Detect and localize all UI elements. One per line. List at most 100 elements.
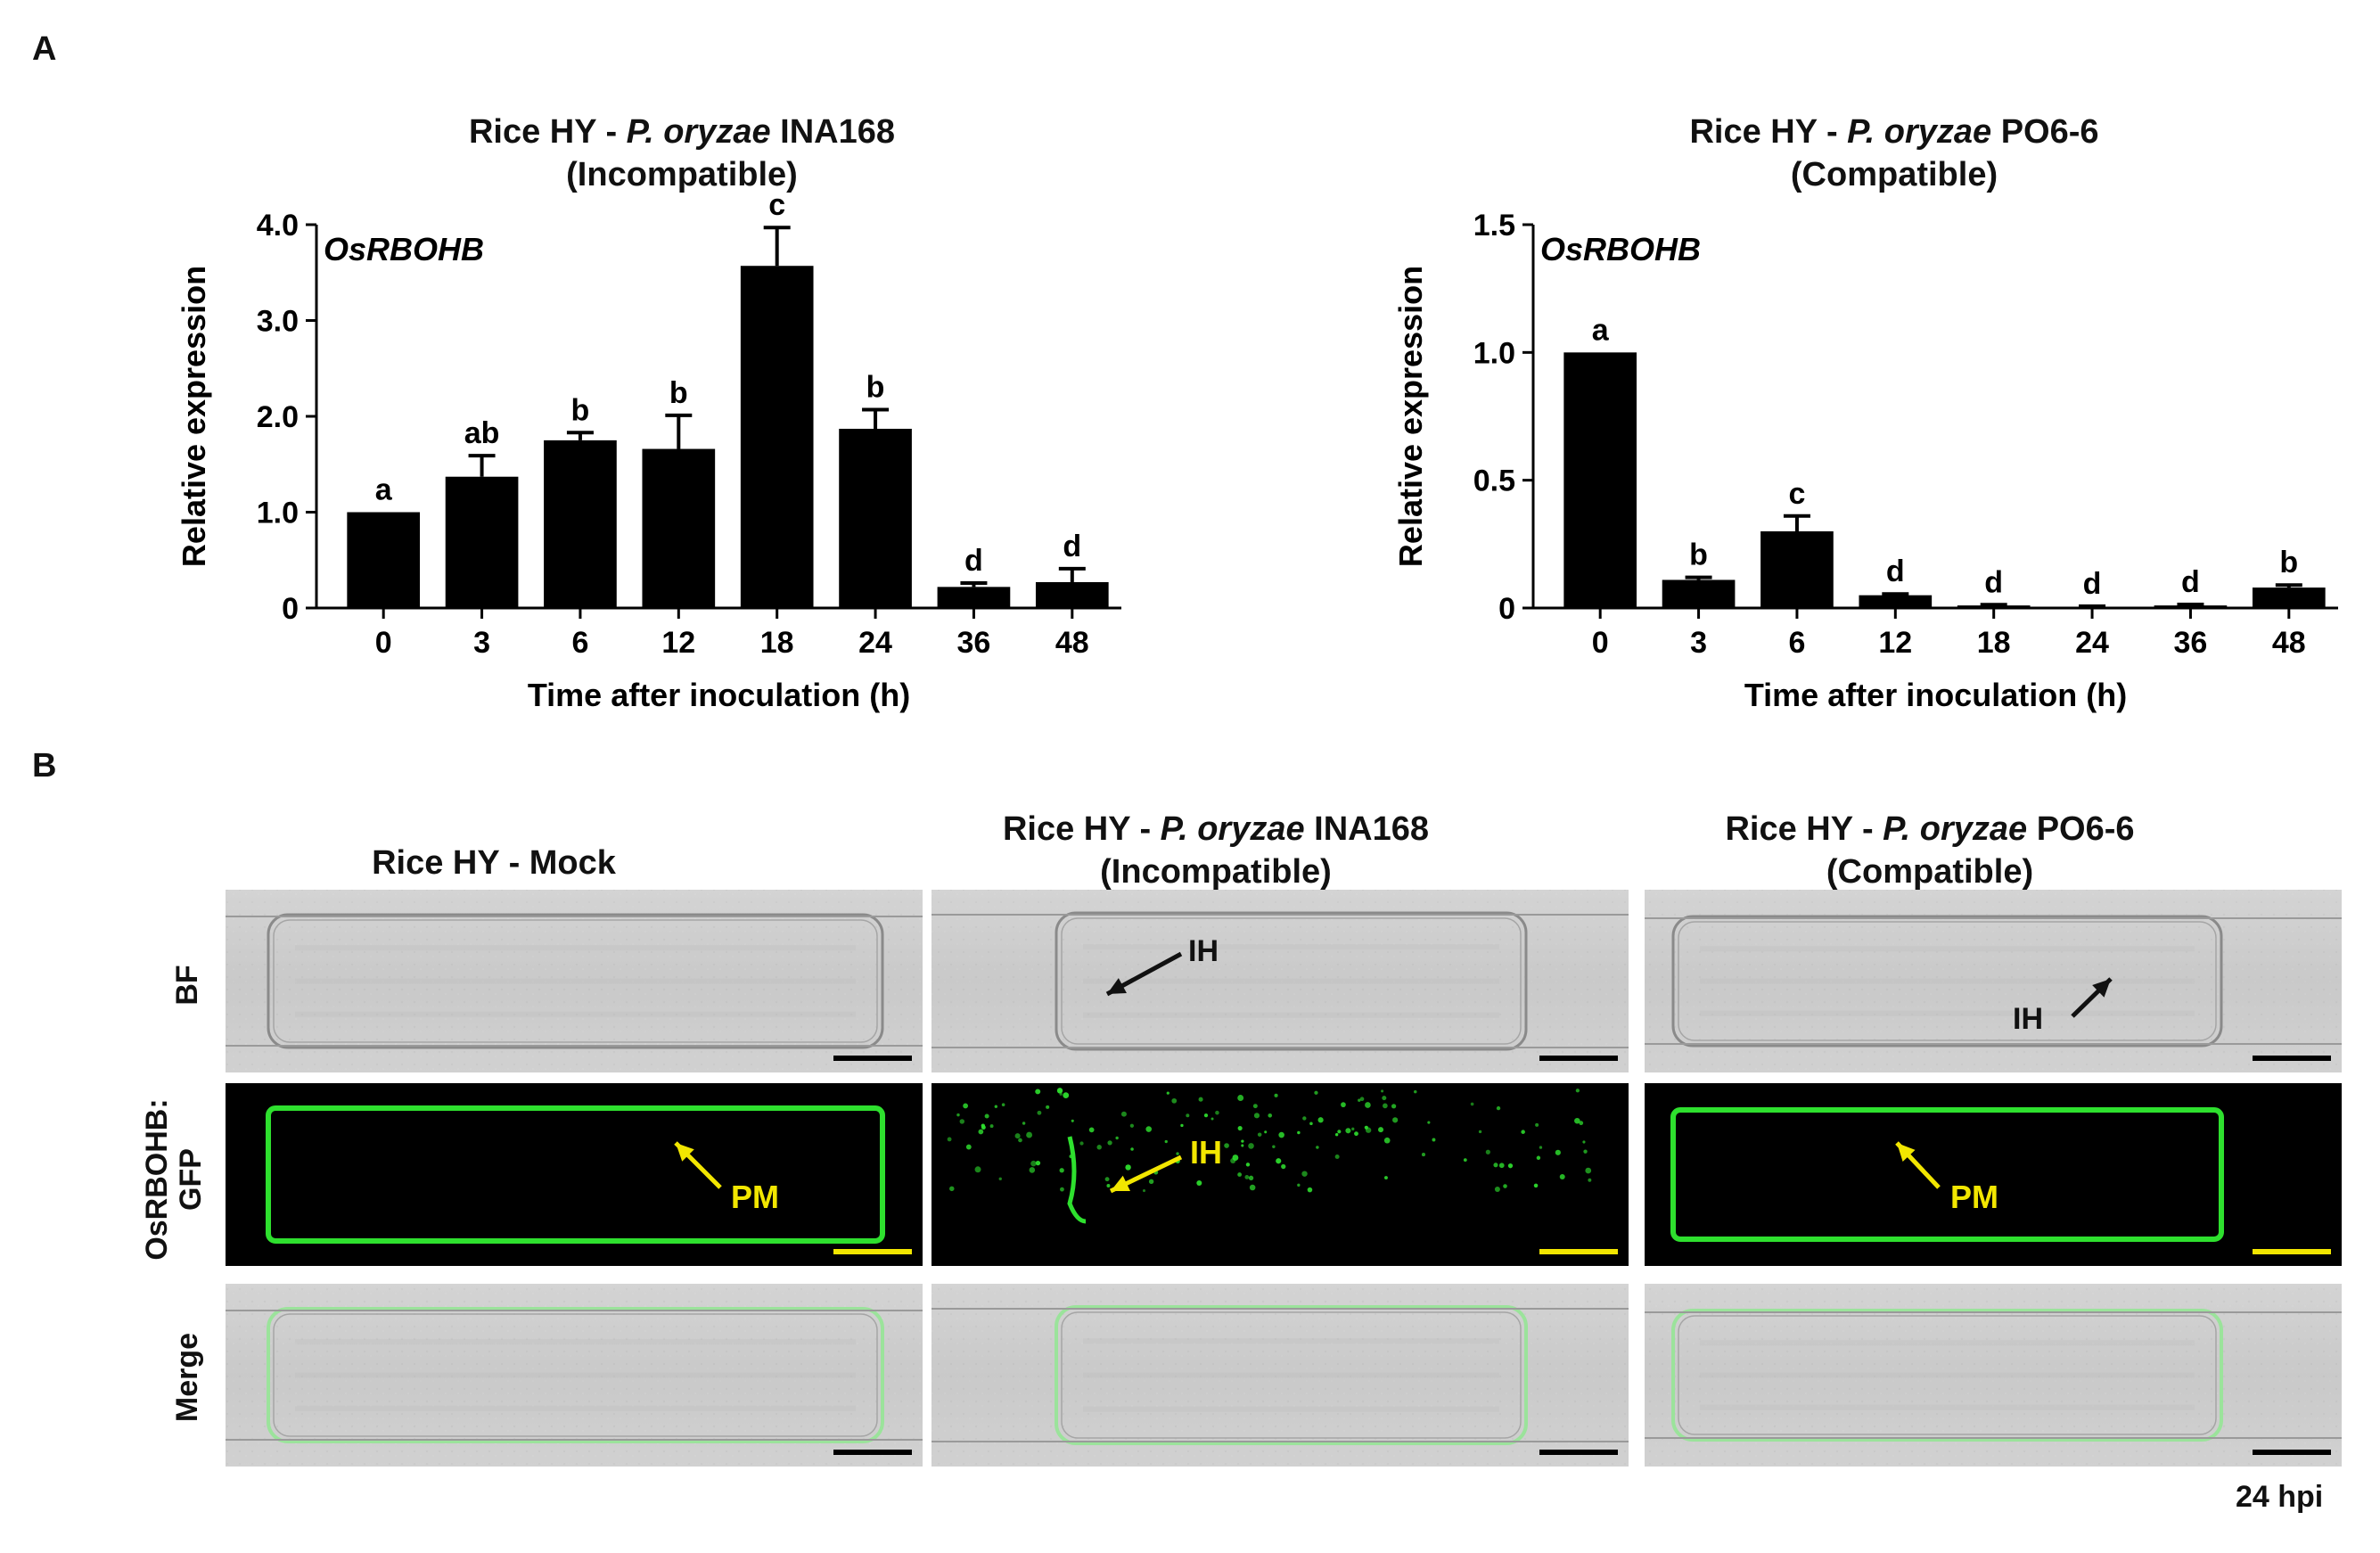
left-title-strain: INA168: [770, 113, 896, 151]
micrograph-gfp-col1-gfp-puncta: [1145, 1126, 1153, 1132]
left-sig-letter: a: [375, 473, 393, 507]
row-label-bf: BF: [170, 965, 204, 1006]
pm-arrow-col0-gfp: [674, 1141, 722, 1189]
left-bar-0: [347, 512, 421, 608]
micrograph-gfp-col1-gfp-puncta: [1463, 1158, 1467, 1163]
pm-arrow-col2-gfp: [1895, 1141, 1941, 1189]
right-x-tick-label: 48: [2272, 626, 2306, 660]
right-bar-3: [1662, 579, 1736, 608]
right-bar-0: [1563, 352, 1637, 608]
micrograph-gfp-col1-gfp-puncta: [1037, 1110, 1042, 1115]
panel-b-label: B: [32, 747, 57, 785]
micrograph-gfp-col1-gfp-puncta: [1035, 1089, 1041, 1095]
micrograph-gfp-col1-gfp-puncta: [949, 1186, 955, 1192]
micrograph-gfp-col1-gfp-puncta: [1334, 1154, 1340, 1160]
micrograph-merge-col2-cell-wall: [1671, 1309, 2223, 1442]
micrograph-gfp-col1-gfp-puncta: [1056, 1088, 1063, 1094]
left-y-tick-label: 2.0: [257, 400, 299, 434]
left-x-tick-label: 0: [375, 626, 392, 660]
micrograph-gfp-col1-gfp-puncta: [1309, 1122, 1313, 1126]
micrograph-gfp-col1-gfp-puncta: [1503, 1184, 1507, 1188]
micrograph-gfp-col1-gfp-puncta: [1297, 1130, 1301, 1135]
micrograph-gfp-col1-gfp-puncta: [1316, 1146, 1319, 1149]
left-x-axis-label: Time after inoculation (h): [528, 677, 910, 713]
micrograph-gfp-col1-gfp-puncta: [1498, 1163, 1505, 1169]
micrograph-merge-col2: [1645, 1284, 2342, 1467]
micrograph-merge-col0: [226, 1284, 923, 1467]
micrograph-gfp-col1-gfp-puncta: [1120, 1111, 1127, 1117]
right-sig-letter: d: [2181, 565, 2200, 599]
left-sig-letter: b: [866, 370, 885, 404]
right-y-tick-label: 1.0: [1473, 336, 1515, 370]
micrograph-bf-col2-cell-wall-inner: [1678, 921, 2217, 1041]
micrograph-gfp-col1-gfp-puncta: [1071, 1119, 1074, 1122]
ih-label-col2-bf: IH: [2013, 1002, 2043, 1036]
micrograph-gfp-col1-gfp-puncta: [1248, 1175, 1254, 1181]
right-x-tick-label: 24: [2075, 626, 2109, 660]
micrograph-gfp-col1-gfp-puncta: [1180, 1123, 1184, 1128]
micrograph-gfp-col1-gfp-puncta: [1264, 1130, 1268, 1134]
right-x-tick-label: 0: [1592, 626, 1609, 660]
ih-arrow-col2-bf-head: [2092, 979, 2111, 998]
micrograph-gfp-col1-gfp-puncta: [1427, 1121, 1431, 1124]
micrograph-gfp-col1-gfp-puncta: [1317, 1117, 1324, 1123]
micrograph-gfp-col1-gfp-puncta: [1245, 1163, 1251, 1167]
micrograph-gfp-col1-gfp-puncta: [1365, 1127, 1372, 1133]
right-bar-chart: 0 0.5 1.0 1.5 OsRBOHB Relative expression Time…: [1392, 209, 2338, 713]
left-x-tick-label: 18: [760, 626, 794, 660]
right-sig-letter: d: [2083, 567, 2102, 601]
micrograph-gfp-col1-gfp-puncta: [1059, 1168, 1064, 1173]
micrograph-gfp-col1-gfp-puncta: [981, 1125, 986, 1130]
micrograph-gfp-col1-gfp-puncta: [1507, 1163, 1514, 1169]
right-y-tick-label: 0.5: [1473, 464, 1515, 498]
micrograph-gfp-col1-gfp-puncta: [984, 1113, 989, 1119]
micrograph-gfp-col1-gfp-puncta: [1494, 1186, 1500, 1193]
pm-label-col2-gfp: PM: [1950, 1179, 1998, 1215]
micrograph-gfp-col1-gfp-puncta: [1575, 1089, 1580, 1093]
ih-arrow-col1-gfp-head: [1111, 1175, 1130, 1192]
micrograph-merge-col0-texture: [226, 1284, 923, 1467]
micrograph-gfp-col1-gfp-puncta: [1301, 1171, 1308, 1177]
micrograph-gfp-col1-gfp-puncta: [1364, 1125, 1368, 1130]
micrograph-gfp-col1-gfp-puncta: [963, 1103, 969, 1109]
micrograph-bf-col1-texture: [931, 890, 1629, 1072]
micrograph-gfp-col1-gfp-puncta: [1365, 1102, 1371, 1108]
micrograph-gfp-col1-gfp-puncta: [1176, 1152, 1179, 1155]
micrograph-gfp-col1-gfp-puncta: [1470, 1102, 1474, 1106]
ih-arrow-col1-bf: [1105, 951, 1183, 997]
micrograph-gfp-col1-gfp-puncta: [1535, 1122, 1539, 1127]
micrograph-merge-col1-texture: [931, 1284, 1629, 1467]
micrograph-gfp-col1-gfp-puncta: [1485, 1149, 1490, 1154]
micrograph-gfp-col1-gfp-puncta: [1029, 1167, 1036, 1173]
micrograph-gfp-col1-gfp-puncta: [1533, 1183, 1539, 1188]
micrograph-gfp-col1-gfp-puncta: [1198, 1097, 1203, 1102]
micrograph-gfp-col1-gfp-puncta: [965, 1144, 972, 1150]
left-title-prefix: Rice HY -: [468, 113, 627, 151]
micrograph-gfp-col1-gfp-puncta: [1224, 1143, 1229, 1148]
right-sig-letter: d: [1886, 555, 1905, 588]
micrograph-gfp-col1-gfp-puncta: [1046, 1105, 1050, 1109]
micrograph-bf-col0-cell-wall: [267, 913, 884, 1049]
micrograph-gfp-col1-gfp-puncta: [1521, 1130, 1525, 1134]
micrograph-gfp-col1-gfp-puncta: [1559, 1174, 1565, 1180]
col-title-incompatible: Rice HY - P. oryzae INA168 (Incompatible…: [931, 808, 1501, 893]
micrograph-gfp-col1-gfp-puncta: [1237, 1172, 1243, 1177]
micrograph-gfp-col1-gfp-puncta: [1237, 1095, 1244, 1101]
micrograph-gfp-col1-gfp-puncta: [989, 1124, 994, 1129]
micrograph-gfp-col1-gfp-puncta: [1539, 1146, 1543, 1149]
micrograph-gfp-col1-gfp-puncta: [1079, 1141, 1084, 1146]
micrograph-gfp-col1-gfp-puncta: [1001, 1103, 1005, 1107]
micrograph-merge-col2-background: [1645, 1284, 2342, 1467]
micrograph-gfp-col1-gfp-puncta: [1391, 1104, 1397, 1109]
left-sig-letter: d: [1063, 530, 1081, 563]
micrograph-gfp-col1-gfp-puncta: [1164, 1139, 1168, 1144]
ih-label-col1-gfp: IH: [1190, 1134, 1222, 1171]
left-x-tick-label: 6: [571, 626, 588, 660]
micrograph-gfp-col1-gfp-puncta: [1274, 1093, 1278, 1097]
col2-title-line2: (Compatible): [1826, 853, 2034, 891]
left-x-tick-label: 24: [858, 626, 892, 660]
left-x-tick-label: 36: [957, 626, 991, 660]
micrograph-gfp-col1-gfp-puncta: [1196, 1179, 1202, 1187]
micrograph-gfp-col1-gfp-puncta: [1124, 1185, 1128, 1188]
micrograph-gfp-col1-gfp-puncta: [1244, 1175, 1250, 1179]
